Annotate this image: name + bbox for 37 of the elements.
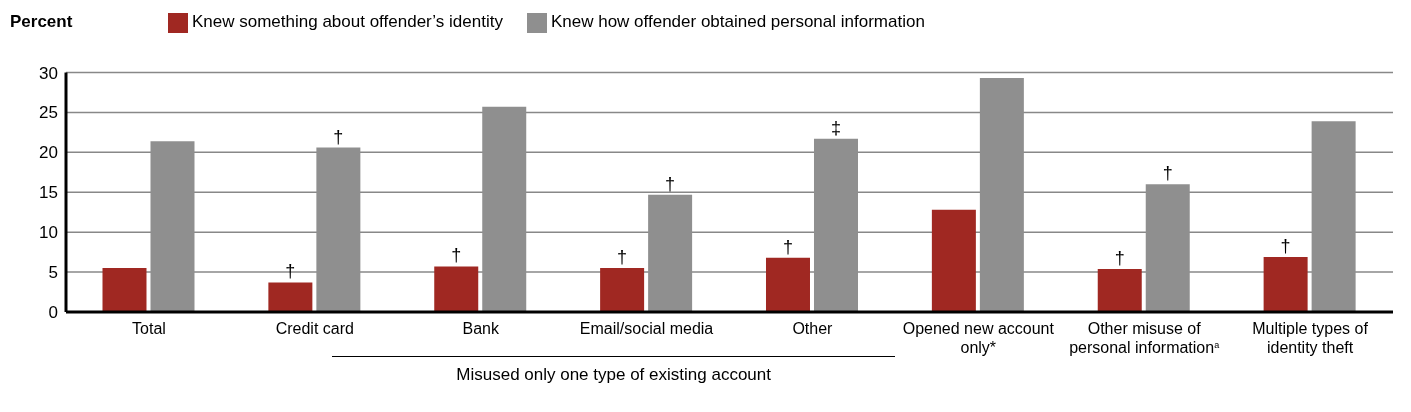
y-tick-label: 10	[39, 223, 58, 243]
annotation: †	[1114, 247, 1125, 268]
bar	[434, 266, 479, 312]
x-tick-label: Bank	[462, 320, 500, 337]
x-tick-label: Multiple types of identity theft	[1252, 320, 1369, 356]
bar	[600, 268, 645, 312]
x-tick-label: Opened new account only*	[902, 320, 1055, 356]
annotation: †	[1280, 235, 1291, 256]
legend-label: Knew how offender obtained personal information	[550, 12, 925, 31]
annotation: †	[665, 173, 676, 194]
annotation: †	[285, 261, 296, 282]
y-tick-label: 20	[39, 143, 58, 163]
annotation: †	[451, 245, 462, 266]
bar	[765, 257, 810, 312]
y-axis-title: Percent	[10, 12, 73, 32]
bar	[102, 268, 147, 312]
y-tick-label: 0	[48, 303, 58, 323]
annotation: †	[617, 247, 628, 268]
y-tick-label: 5	[48, 263, 58, 283]
annotation: †	[1162, 163, 1173, 184]
bar	[1097, 268, 1142, 312]
x-tick-label: Credit card	[275, 320, 354, 337]
y-tick-label: 25	[39, 103, 58, 123]
x-tick-label: Total	[132, 320, 166, 337]
x-tick-label: Other misuse of personal information$^{a}$	[1069, 320, 1220, 356]
annotation: ‡	[830, 117, 841, 138]
bar	[931, 209, 976, 312]
annotation: †	[333, 126, 344, 147]
bracket: Misused only one type of existing account	[332, 356, 895, 385]
x-tick-label: Email/social media	[579, 320, 714, 337]
x-tick-label: Other	[792, 320, 834, 337]
annotation: †	[782, 236, 793, 257]
y-tick-label: 30	[39, 63, 58, 83]
legend-label: Knew something about offender’s identity	[192, 12, 503, 31]
bar	[268, 282, 313, 312]
y-tick-label: 15	[39, 183, 58, 203]
bar	[1263, 256, 1308, 312]
